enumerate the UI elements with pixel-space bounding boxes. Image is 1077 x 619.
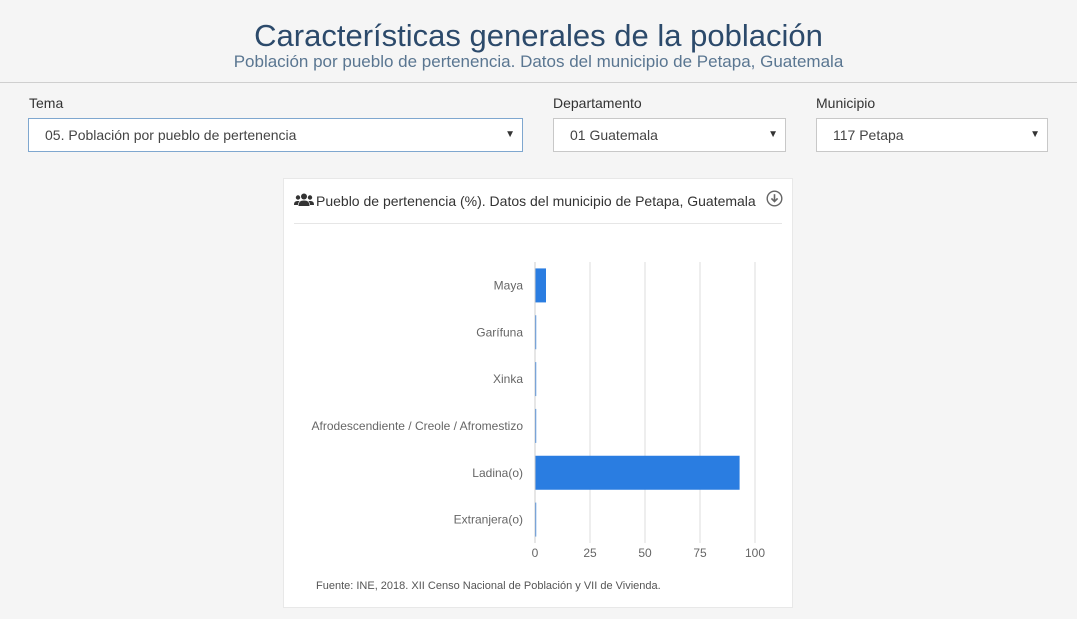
departamento-select[interactable]: 01 Guatemala ▼ bbox=[553, 118, 786, 152]
page-title: Características generales de la població… bbox=[254, 18, 823, 53]
x-tick-label: 25 bbox=[583, 546, 597, 560]
bar[interactable] bbox=[535, 502, 537, 537]
tema-label: Tema bbox=[29, 95, 64, 111]
bar[interactable] bbox=[535, 455, 740, 490]
users-icon bbox=[294, 193, 314, 206]
municipio-select-value: 117 Petapa bbox=[833, 127, 904, 143]
bar-chart: 0 25 50 75 100 Maya Garífuna Xinka Afrodescendie… bbox=[312, 262, 765, 560]
download-icon[interactable] bbox=[766, 190, 783, 207]
departamento-label: Departamento bbox=[553, 95, 642, 111]
chart-source: Fuente: INE, 2018. XII Censo Nacional de… bbox=[316, 580, 661, 592]
x-tick-label: 0 bbox=[532, 546, 539, 560]
card-divider bbox=[294, 223, 782, 224]
chart-card: Pueblo de pertenencia (%). Datos del mun… bbox=[283, 178, 793, 608]
caret-down-icon: ▼ bbox=[505, 129, 515, 140]
page-header: Características generales de la població… bbox=[0, 0, 1077, 83]
bar[interactable] bbox=[535, 362, 537, 397]
bar[interactable] bbox=[535, 268, 546, 303]
category-label: Ladina(o) bbox=[472, 466, 523, 480]
caret-down-icon: ▼ bbox=[1030, 129, 1040, 140]
departamento-select-value: 01 Guatemala bbox=[570, 127, 658, 143]
tema-select-value: 05. Población por pueblo de pertenencia bbox=[45, 127, 297, 143]
municipio-label: Municipio bbox=[816, 95, 876, 111]
chart-title: Pueblo de pertenencia (%). Datos del mun… bbox=[316, 193, 756, 209]
bar[interactable] bbox=[535, 315, 537, 350]
x-tick-label: 100 bbox=[745, 546, 765, 560]
x-tick-label: 75 bbox=[693, 546, 707, 560]
category-label: Afrodescendiente / Creole / Afromestizo bbox=[312, 419, 524, 433]
page-subtitle: Población por pueblo de pertenencia. Dat… bbox=[233, 52, 844, 71]
caret-down-icon: ▼ bbox=[768, 129, 778, 140]
category-label: Xinka bbox=[493, 372, 523, 386]
category-label: Garífuna bbox=[476, 325, 523, 339]
x-tick-label: 50 bbox=[638, 546, 652, 560]
bar[interactable] bbox=[535, 408, 537, 443]
category-label: Extranjera(o) bbox=[454, 513, 523, 527]
tema-select[interactable]: 05. Población por pueblo de pertenencia … bbox=[28, 118, 523, 152]
category-label: Maya bbox=[494, 278, 524, 292]
municipio-select[interactable]: 117 Petapa ▼ bbox=[816, 118, 1048, 152]
